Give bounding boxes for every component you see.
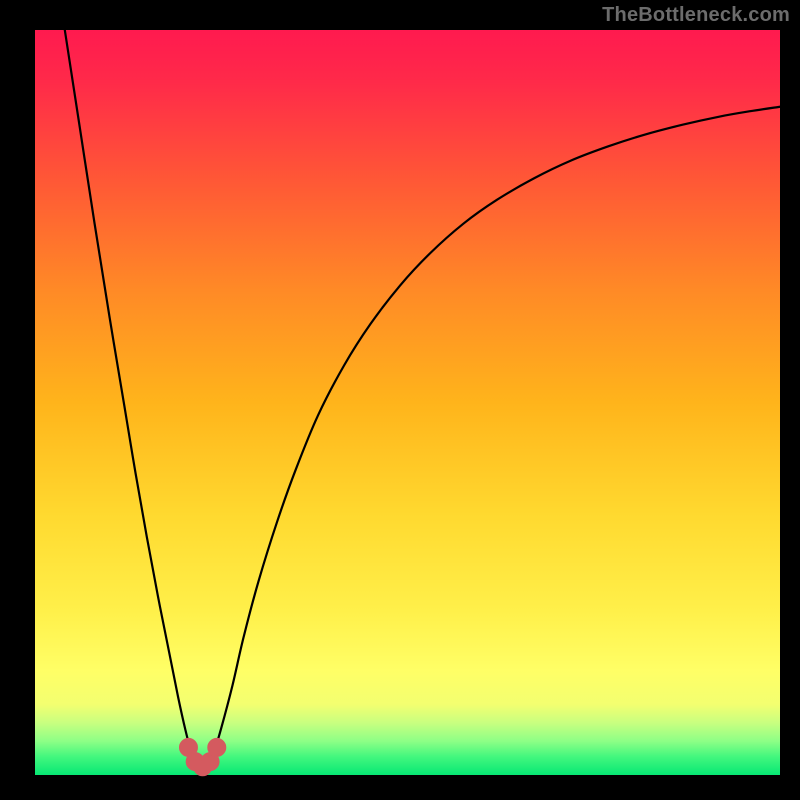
bottleneck-chart (0, 0, 800, 800)
valley-marker (208, 738, 226, 756)
chart-container: TheBottleneck.com (0, 0, 800, 800)
plot-background (35, 30, 780, 775)
